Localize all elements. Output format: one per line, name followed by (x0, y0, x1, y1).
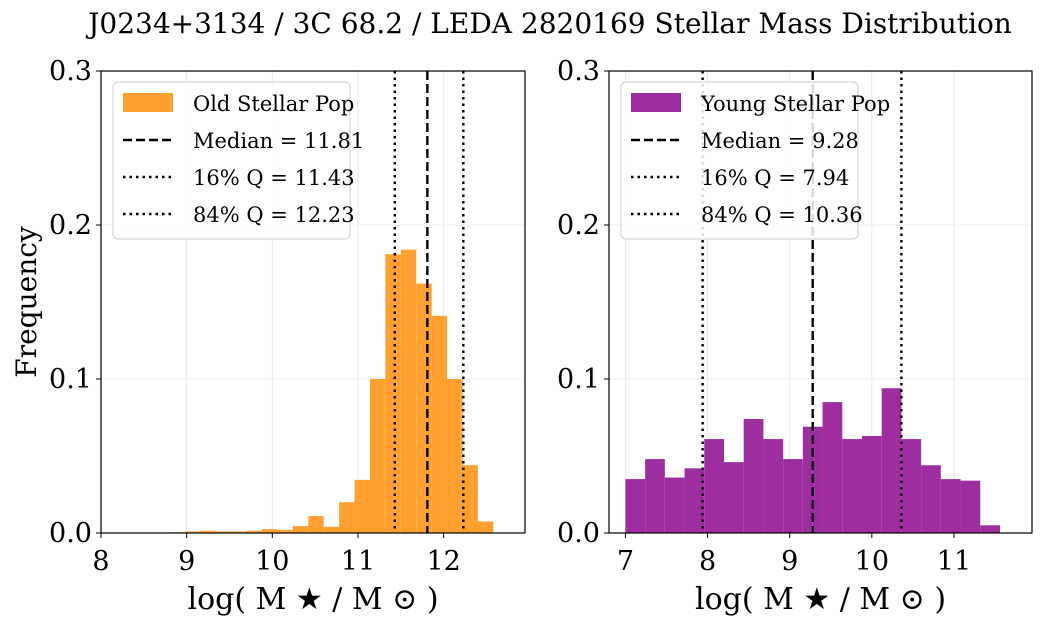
y-tick-label: 0.0 (49, 518, 92, 549)
y-tick-label: 0.2 (49, 210, 92, 241)
axes-frame (608, 70, 1033, 534)
legend-patch (123, 93, 173, 112)
histogram-bar (625, 479, 646, 533)
legend-label: Median = 11.81 (193, 129, 364, 153)
x-tick-label: 8 (699, 546, 716, 577)
histogram-bar (743, 419, 764, 533)
x-axis-label: log( M ★ / M ⊙ ) (187, 582, 438, 617)
axes-frame (100, 70, 526, 534)
histogram-bar (861, 435, 882, 533)
histogram-bar (246, 530, 263, 533)
x-tick-label: 9 (178, 546, 195, 577)
histogram-bar (842, 439, 862, 533)
y-axis-label: Frequency (10, 226, 43, 378)
legend-label: Old Stellar Pop (193, 92, 354, 116)
histogram-bar (277, 529, 293, 533)
histogram-bar (400, 249, 417, 533)
histogram-bar (416, 283, 432, 533)
histogram-bar (684, 468, 705, 533)
histogram-bar (881, 388, 902, 533)
y-tick-label: 0.1 (557, 364, 600, 395)
legend-label: Median = 9.28 (701, 129, 859, 153)
histogram-bar (921, 465, 941, 533)
x-axis-label: log( M ★ / M ⊙ ) (695, 582, 946, 617)
histogram-bar (292, 526, 309, 533)
histogram-bar (645, 459, 665, 533)
histogram-bar (431, 315, 448, 533)
histogram-bar (262, 529, 278, 533)
histogram-bar (477, 521, 494, 533)
histogram-bar (354, 479, 370, 533)
y-tick-label: 0.2 (557, 210, 600, 241)
legend-box (112, 81, 351, 240)
histogram-bar (339, 502, 355, 533)
legend-box (620, 81, 859, 240)
histogram-bar (822, 402, 843, 533)
histogram-bar (200, 530, 216, 533)
histogram-bar (901, 439, 922, 533)
y-tick-label: 0.3 (557, 56, 600, 87)
histogram-bar (308, 516, 324, 533)
x-tick-label: 7 (617, 546, 634, 577)
histogram-bar (763, 439, 784, 533)
histogram-bar (215, 531, 232, 533)
histogram-bar (940, 479, 961, 533)
old-stellar-pop-panel: 8 9 10 11 12 0.0 0.1 0.2 0.3 log( M ★ / M ⊙ ) Old … (49, 56, 526, 617)
x-tick-label: 10 (855, 546, 889, 577)
legend-label: 84% Q = 10.36 (701, 203, 863, 227)
histogram-bar (184, 531, 201, 533)
histogram-bar (231, 531, 247, 533)
x-tick-label: 11 (341, 546, 375, 577)
histogram-bar (462, 465, 478, 533)
y-tick-label: 0.0 (557, 518, 600, 549)
histogram-bar (447, 379, 463, 533)
histogram-bar (385, 254, 401, 533)
y-tick-label: 0.1 (49, 364, 92, 395)
legend-label: 16% Q = 7.94 (701, 166, 849, 190)
figure-title: J0234+3134 / 3C 68.2 / LEDA 2820169 Stel… (85, 7, 1012, 40)
histogram-bar (323, 526, 340, 533)
x-tick-label: 8 (92, 546, 109, 577)
x-tick-label: 12 (426, 546, 460, 577)
young-stellar-pop-panel: 7 8 9 10 11 0.0 0.1 0.2 0.3 log( M ★ / M ⊙ ) Young… (557, 56, 1033, 617)
histogram-bar (960, 480, 981, 533)
legend-label: 16% Q = 11.43 (193, 166, 355, 190)
legend-patch (631, 93, 681, 112)
y-tick-label: 0.3 (49, 56, 92, 87)
histogram-bar (704, 439, 724, 533)
histogram-bar (664, 477, 685, 533)
x-tick-label: 10 (255, 546, 289, 577)
histogram-bar (369, 379, 386, 533)
x-tick-label: 11 (937, 546, 971, 577)
legend-label: Young Stellar Pop (700, 92, 890, 116)
histogram-bar (783, 459, 803, 533)
x-tick-label: 9 (781, 546, 798, 577)
histogram-bar (723, 462, 744, 533)
legend-label: 84% Q = 12.23 (193, 203, 355, 227)
histogram-bar (980, 525, 1000, 533)
